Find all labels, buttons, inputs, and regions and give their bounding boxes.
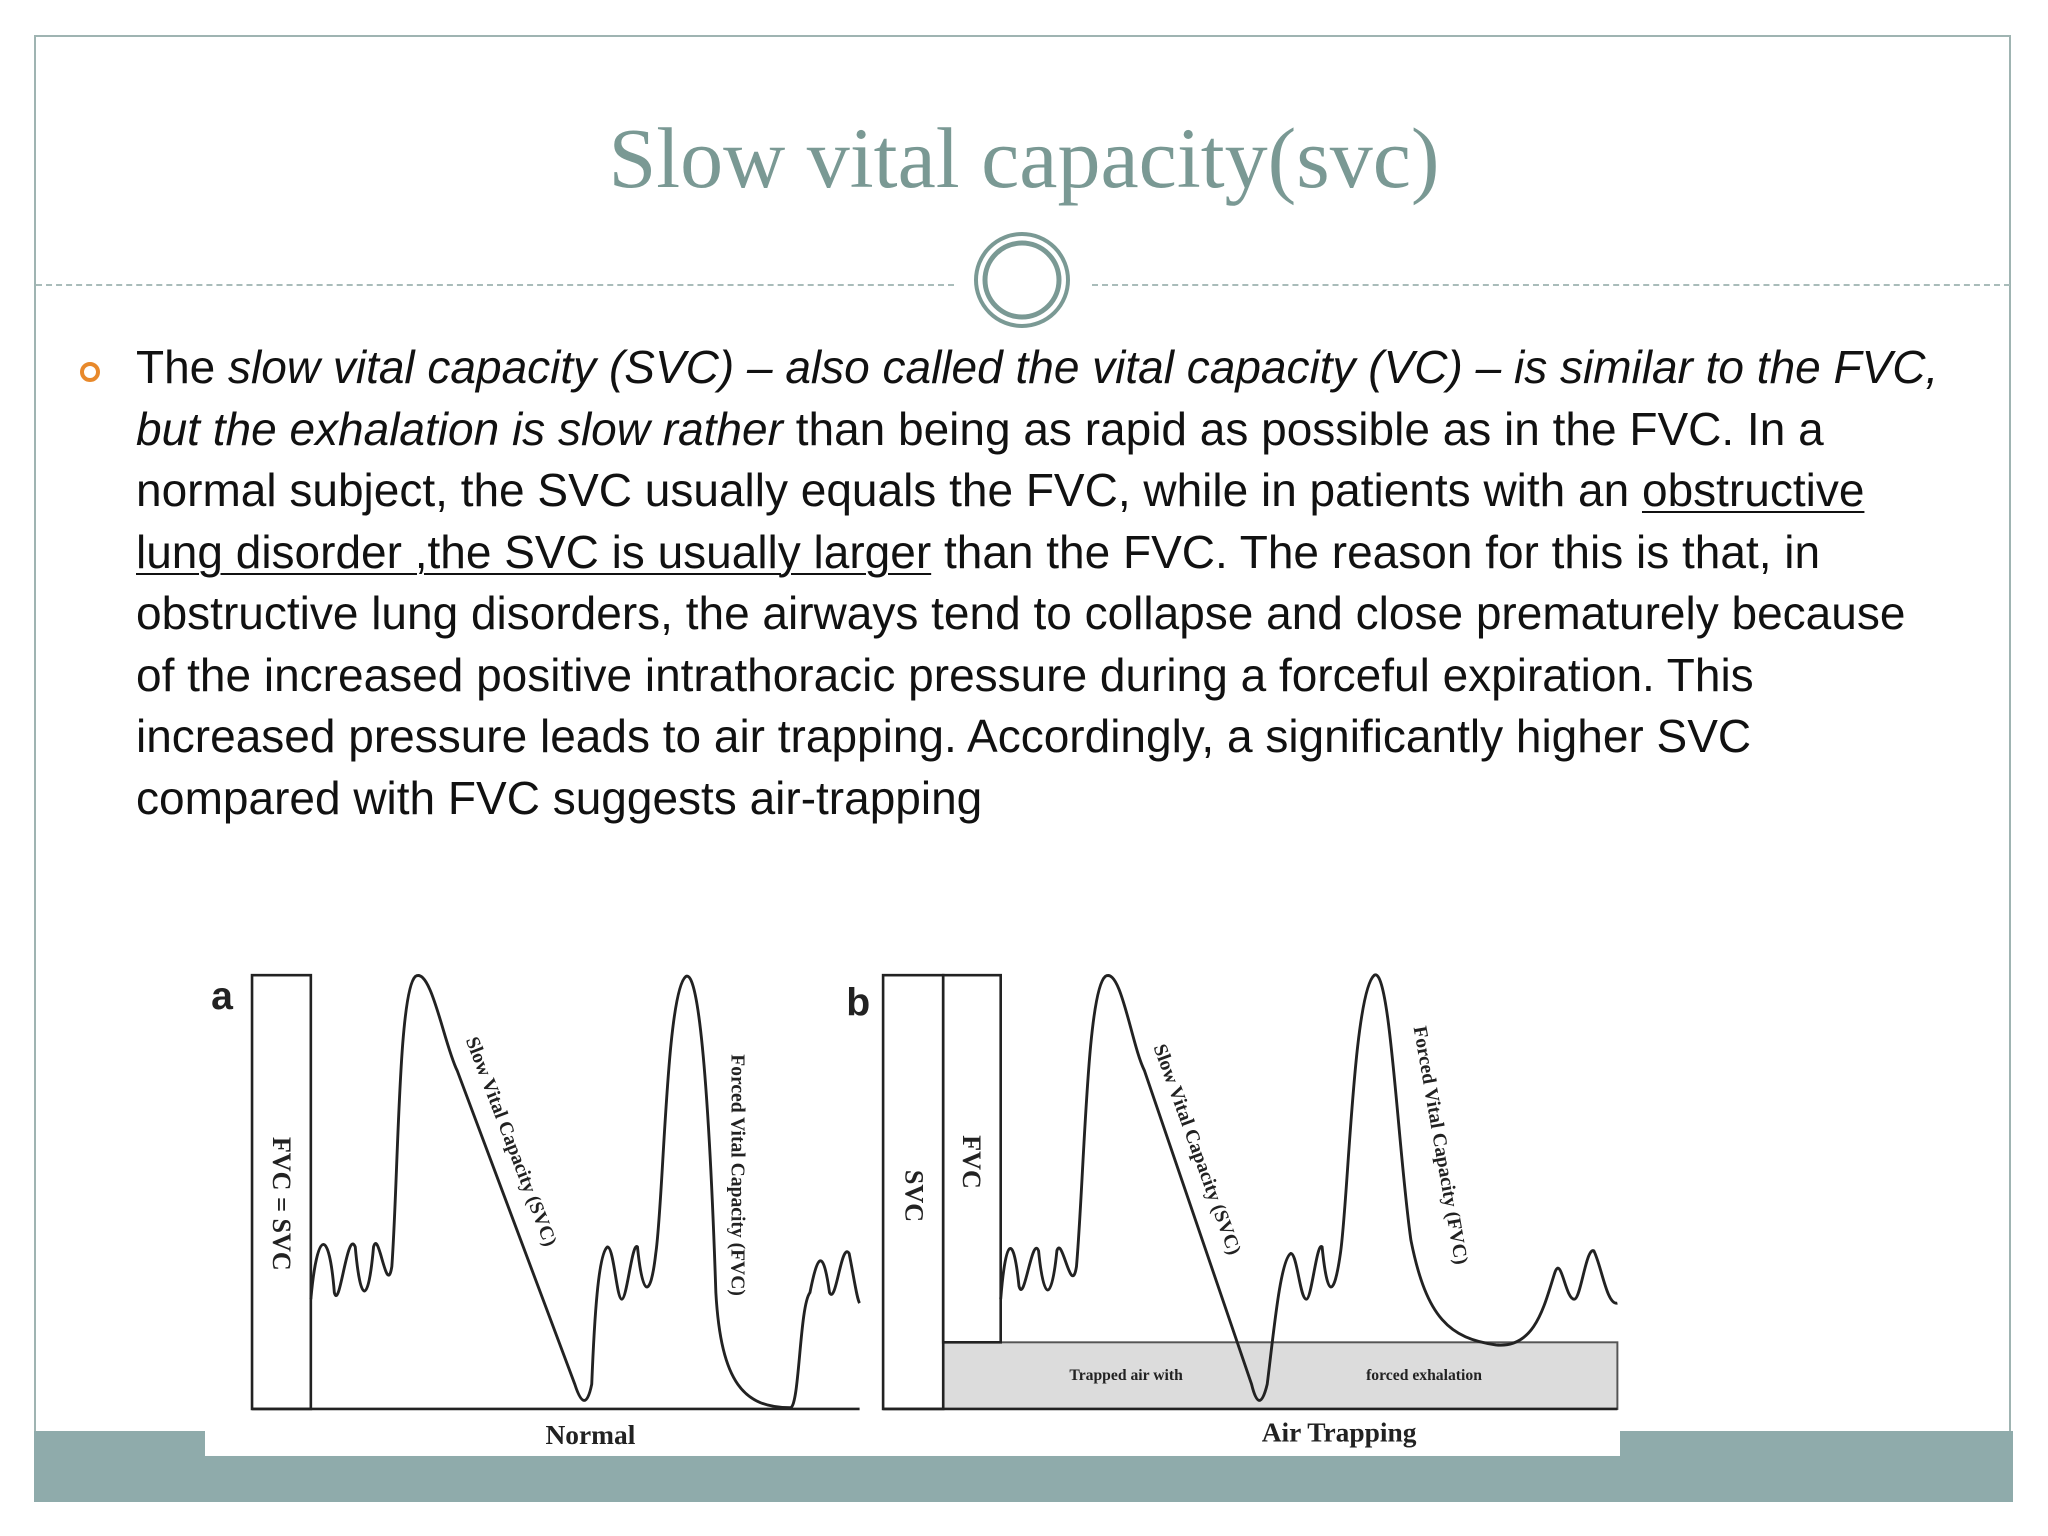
figure-label: FVC	[957, 1135, 986, 1189]
divider	[1092, 284, 2010, 286]
panel-caption: Air Trapping	[1262, 1418, 1417, 1448]
figure-label: Trapped air with	[1069, 1367, 1183, 1384]
slide-title: Slow vital capacity(svc)	[608, 110, 1440, 206]
text-run: than being as rapid as possible as in th…	[136, 402, 1824, 517]
text-run: obstructive lung disorder ,the SVC is us…	[136, 464, 1865, 578]
text-run: slow vital capacity (SVC) – also called …	[136, 341, 1939, 455]
panel-letter: b	[846, 982, 870, 1025]
figure-label: Forced Vital Capacity (FVC)	[727, 1054, 748, 1296]
divider	[36, 284, 954, 286]
bullet-marker	[80, 362, 100, 382]
panel-caption: Normal	[546, 1420, 636, 1450]
figure-label: FVC = SVC	[267, 1137, 296, 1271]
panel-letter: a	[211, 975, 234, 1018]
divider-ornament	[974, 232, 1070, 328]
figure-label: SVC	[899, 1170, 928, 1222]
text-run: than the FVC. The reason for this is tha…	[136, 525, 1906, 824]
text-run: The	[136, 341, 229, 393]
figure-label: forced exhalation	[1366, 1367, 1482, 1384]
bullet-text: The slow vital capacity (SVC) – also cal…	[136, 337, 1946, 829]
